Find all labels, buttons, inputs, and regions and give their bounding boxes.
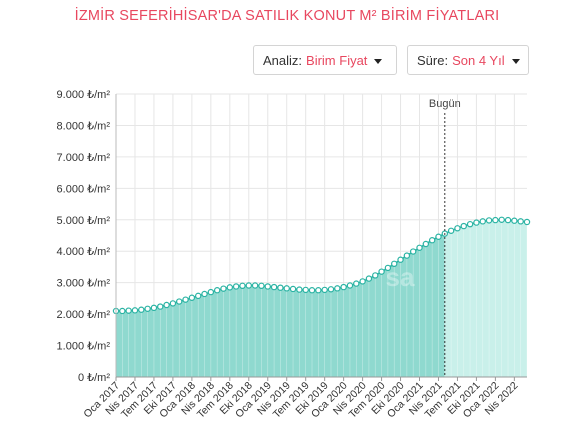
data-point xyxy=(372,272,379,279)
data-point xyxy=(270,283,278,291)
data-point xyxy=(391,260,398,267)
y-tick-label: 0 ₺/m² xyxy=(78,372,110,384)
data-point xyxy=(504,216,512,224)
data-point xyxy=(511,217,518,224)
data-point xyxy=(302,286,309,294)
sure-value: Son 4 Yıl xyxy=(452,52,505,68)
data-point xyxy=(308,287,316,294)
data-point xyxy=(403,252,411,259)
data-point xyxy=(340,283,347,291)
data-point xyxy=(315,287,322,294)
data-point xyxy=(125,307,132,314)
y-tick-label: 6.000 ₺/m² xyxy=(57,183,111,195)
data-point xyxy=(201,290,208,298)
data-point xyxy=(327,286,335,293)
data-point xyxy=(321,286,328,294)
data-point xyxy=(353,280,360,287)
data-point xyxy=(359,278,366,285)
data-point xyxy=(144,305,151,312)
y-tick-label: 5.000 ₺/m² xyxy=(57,215,111,227)
area-forecast xyxy=(444,219,527,377)
analiz-dropdown[interactable]: Analiz: Birim Fiyat xyxy=(253,45,397,75)
data-point xyxy=(466,220,474,228)
sure-label: Süre: xyxy=(417,52,449,68)
data-point xyxy=(119,307,126,315)
caret-down-icon xyxy=(511,58,520,64)
data-point xyxy=(182,296,189,303)
data-point xyxy=(289,285,297,293)
data-point xyxy=(447,227,455,234)
data-point xyxy=(207,288,215,296)
data-point xyxy=(226,284,234,291)
analiz-label: Analiz: xyxy=(263,52,303,68)
today-label: Bugün xyxy=(429,98,461,110)
data-point xyxy=(220,285,227,292)
data-point xyxy=(492,216,499,224)
data-point xyxy=(460,222,467,230)
y-tick-label: 8.000 ₺/m² xyxy=(57,120,111,132)
data-point xyxy=(334,285,341,292)
data-point xyxy=(150,304,158,312)
data-point xyxy=(346,282,354,289)
data-point xyxy=(251,282,259,289)
y-tick-label: 7.000 ₺/m² xyxy=(57,152,111,164)
data-point xyxy=(409,248,417,255)
data-point xyxy=(498,216,505,223)
data-point xyxy=(169,300,177,307)
data-point xyxy=(485,217,493,224)
data-point xyxy=(384,264,392,272)
data-point xyxy=(163,301,170,309)
data-point xyxy=(131,307,139,314)
data-point xyxy=(517,218,524,225)
data-point xyxy=(479,218,486,225)
data-point xyxy=(213,287,221,294)
sure-dropdown[interactable]: Süre: Son 4 Yıl xyxy=(407,45,529,75)
data-point xyxy=(157,303,164,310)
y-tick-label: 9.000 ₺/m² xyxy=(57,89,111,101)
data-point xyxy=(378,268,385,275)
chart-title: İZMİR SEFERİHİSAR'DA SATILIK KONUT M² Bİ… xyxy=(74,8,500,24)
y-tick-label: 4.000 ₺/m² xyxy=(57,246,111,258)
data-point xyxy=(138,306,145,313)
y-tick-label: 1.000 ₺/m² xyxy=(57,341,111,353)
data-point xyxy=(523,218,531,226)
data-point xyxy=(176,298,183,305)
data-point xyxy=(264,283,271,290)
data-point xyxy=(245,282,252,289)
data-point xyxy=(397,256,404,263)
data-point xyxy=(428,237,436,244)
data-point xyxy=(416,244,423,251)
data-point xyxy=(454,225,461,232)
data-point xyxy=(435,233,442,240)
data-point xyxy=(188,294,196,301)
area-past xyxy=(116,233,445,377)
data-point xyxy=(296,286,303,293)
data-point xyxy=(365,275,373,282)
data-point xyxy=(422,240,430,248)
data-point xyxy=(283,285,290,292)
data-point xyxy=(473,219,480,226)
data-point xyxy=(194,292,202,300)
caret-down-icon xyxy=(374,58,383,64)
data-point xyxy=(232,283,240,290)
data-point xyxy=(239,282,246,290)
data-point xyxy=(277,284,284,291)
y-tick-label: 2.000 ₺/m² xyxy=(57,309,111,321)
analiz-value: Birim Fiyat xyxy=(306,52,368,68)
data-point xyxy=(258,282,265,290)
y-tick-label: 3.000 ₺/m² xyxy=(57,278,111,290)
